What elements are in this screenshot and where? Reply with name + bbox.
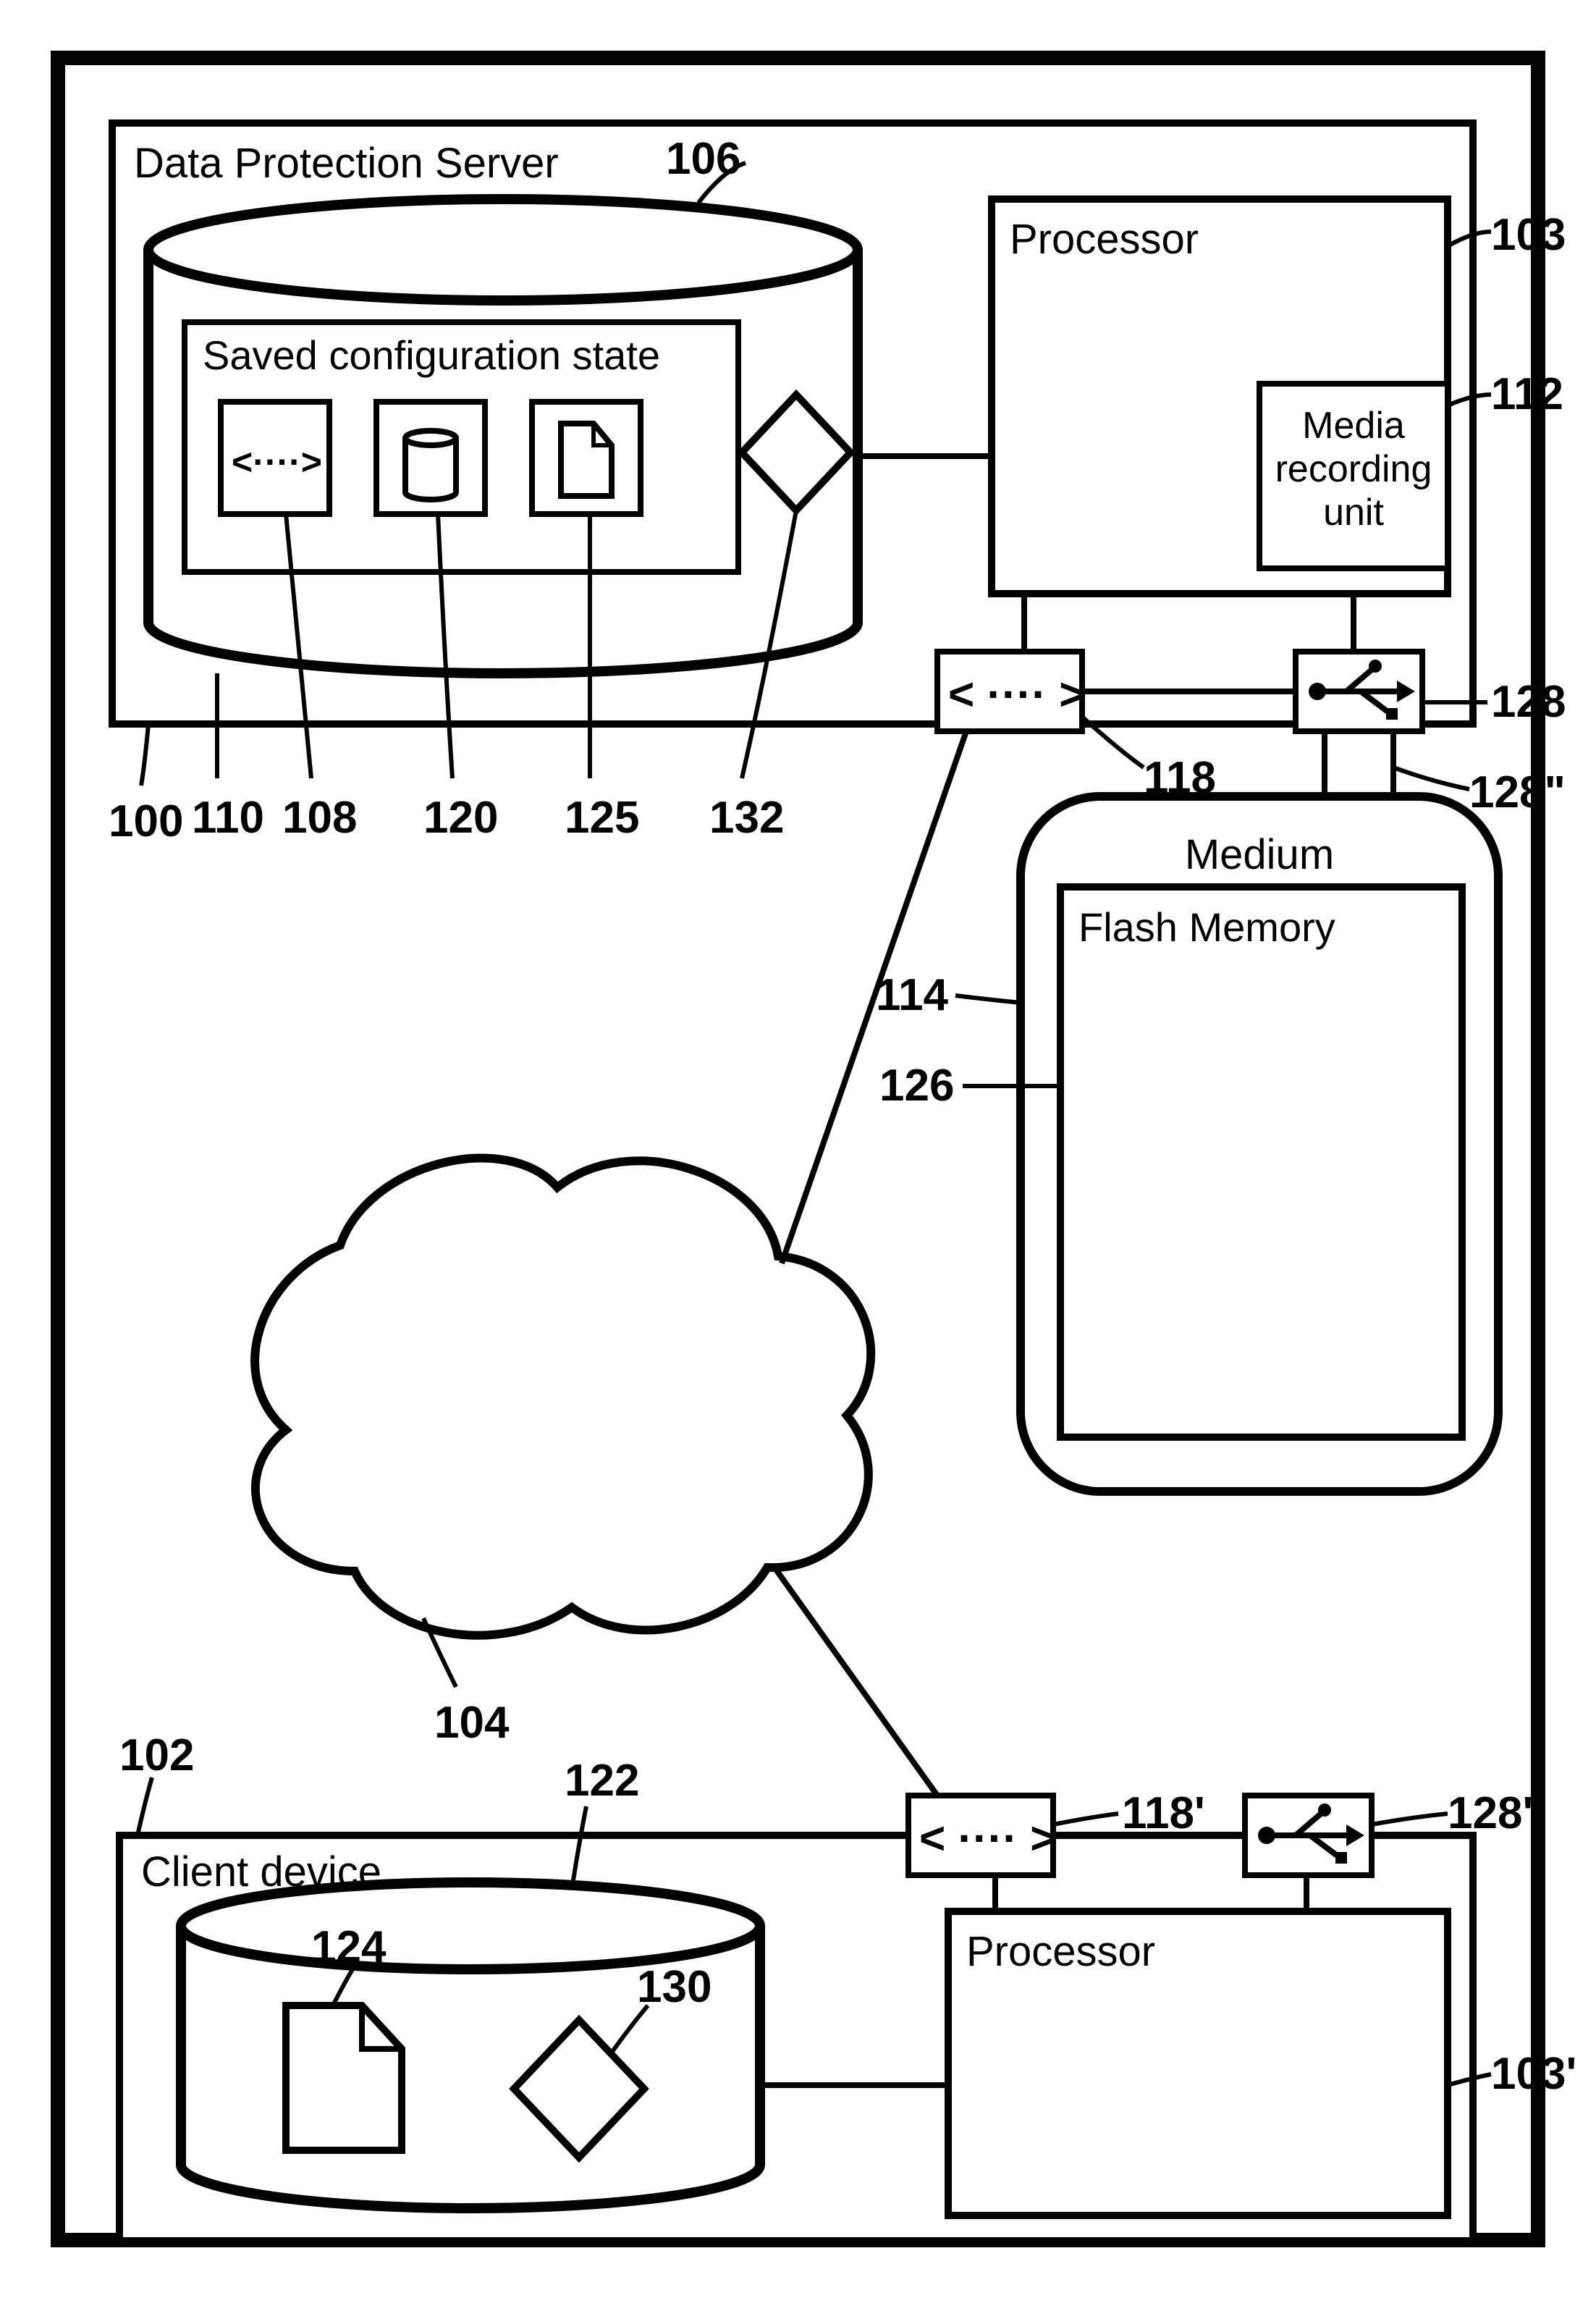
- saved-config-label: Saved configuration state: [203, 332, 660, 378]
- ref-103: 103: [1491, 210, 1566, 260]
- ref-124: 124: [311, 1922, 387, 1972]
- ref-103p: 103': [1491, 2049, 1576, 2099]
- ref-118: 118: [1144, 753, 1216, 803]
- ref-104: 104: [434, 1698, 510, 1748]
- ref-125: 125: [565, 793, 639, 843]
- ref-128p: 128': [1448, 1788, 1533, 1838]
- icon-124-page: [286, 2006, 402, 2150]
- icon-108-glyph: <····>: [232, 442, 322, 482]
- connector-128pp: [1325, 731, 1393, 796]
- ref-132: 132: [709, 793, 784, 843]
- ref-118p: 118': [1122, 1788, 1205, 1838]
- processor-bottom-label: Processor: [966, 1928, 1155, 1975]
- ref-114: 114: [876, 970, 949, 1020]
- flash-memory-label: Flash Memory: [1078, 904, 1335, 950]
- ref-102: 102: [119, 1730, 194, 1780]
- server-title: Data Protection Server: [134, 140, 559, 187]
- ref-108: 108: [282, 793, 357, 843]
- nic-118-glyph: < ···· >: [948, 670, 1085, 720]
- ref-130: 130: [637, 1962, 712, 2012]
- ref-128: 128: [1491, 677, 1566, 727]
- media-unit-l3: unit: [1323, 492, 1384, 534]
- ref-120: 120: [423, 793, 498, 843]
- ref-112: 112: [1491, 369, 1563, 419]
- ref-128pp: 128": [1469, 767, 1566, 817]
- ref-106: 106: [666, 134, 740, 184]
- media-unit-l2: recording: [1275, 448, 1432, 490]
- medium-label: Medium: [1185, 831, 1334, 878]
- flash-memory-box: [1060, 887, 1462, 1437]
- ref-110: 110: [192, 793, 264, 843]
- nic-118p-glyph: < ···· >: [919, 1814, 1056, 1864]
- icon-125-page: [561, 424, 612, 496]
- media-unit-l1: Media: [1302, 405, 1405, 447]
- ref-126: 126: [879, 1061, 954, 1111]
- ref-122: 122: [565, 1756, 639, 1806]
- ref-100: 100: [109, 796, 183, 846]
- processor-top-label: Processor: [1010, 216, 1199, 263]
